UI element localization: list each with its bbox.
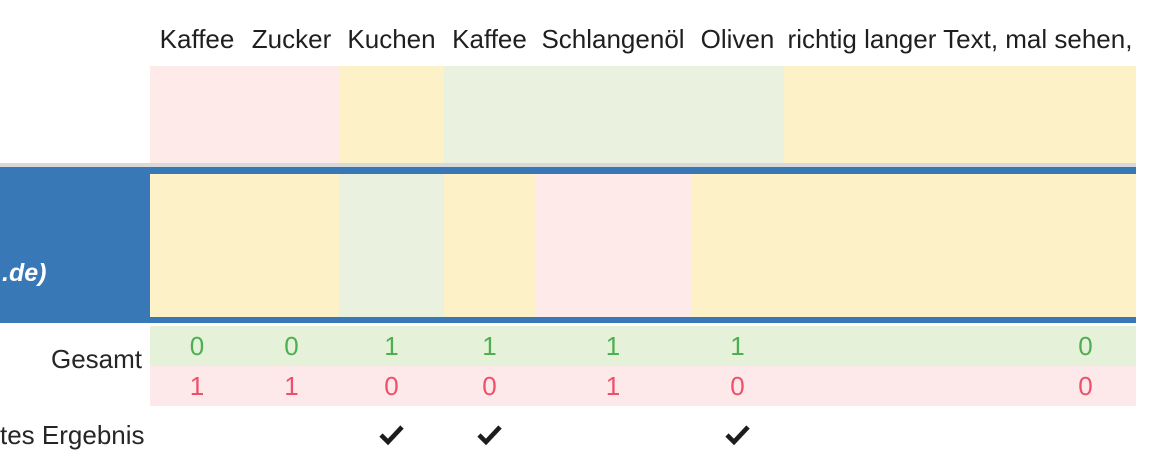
total-incorrect-value: 0 <box>1078 371 1093 401</box>
total-correct-value: 0 <box>189 331 205 361</box>
answer-cell-neutral <box>150 174 339 317</box>
total-incorrect-row <box>150 366 1136 406</box>
checkmark-icon <box>691 421 784 449</box>
checkmark-icon <box>444 421 535 449</box>
answer-cell-correct <box>339 174 444 317</box>
total-correct-value: 1 <box>384 331 399 361</box>
column-header: Zucker <box>251 24 332 54</box>
answer-cell-incorrect <box>150 66 339 163</box>
total-correct-value: 0 <box>1078 331 1093 361</box>
total-incorrect-value: 1 <box>284 371 299 401</box>
answer-cell-neutral <box>444 174 535 317</box>
total-incorrect-value: 1 <box>189 371 205 401</box>
checkmark-icon <box>339 421 444 449</box>
total-correct-value: 1 <box>730 331 745 361</box>
total-row-label: Gesamt <box>50 344 142 374</box>
user-row-label: .de) <box>2 259 47 287</box>
total-correct-value: 0 <box>284 331 299 361</box>
column-header: Kaffee <box>159 24 235 54</box>
answer-cell-incorrect <box>535 174 691 317</box>
column-header: Kuchen <box>347 24 436 54</box>
total-incorrect-value: 0 <box>384 371 399 401</box>
total-incorrect-value: 0 <box>730 371 745 401</box>
answer-cell-neutral <box>339 66 444 163</box>
column-header: Schlangenöl <box>541 24 685 54</box>
answer-cell-neutral <box>784 66 1136 163</box>
answer-cell-neutral <box>691 174 1136 317</box>
total-correct-row <box>150 326 1136 366</box>
expected-result-label: tes Ergebnis <box>0 420 145 450</box>
column-header: Oliven <box>700 24 775 54</box>
total-correct-value: 1 <box>482 331 497 361</box>
total-correct-value: 1 <box>605 331 621 361</box>
total-incorrect-value: 1 <box>605 371 621 401</box>
answer-cell-correct <box>444 66 784 163</box>
column-header: richtig langer Text, mal sehen, <box>787 24 1133 54</box>
separator-line <box>0 163 1136 167</box>
total-incorrect-value: 0 <box>482 371 497 401</box>
column-header: Kaffee <box>452 24 527 54</box>
